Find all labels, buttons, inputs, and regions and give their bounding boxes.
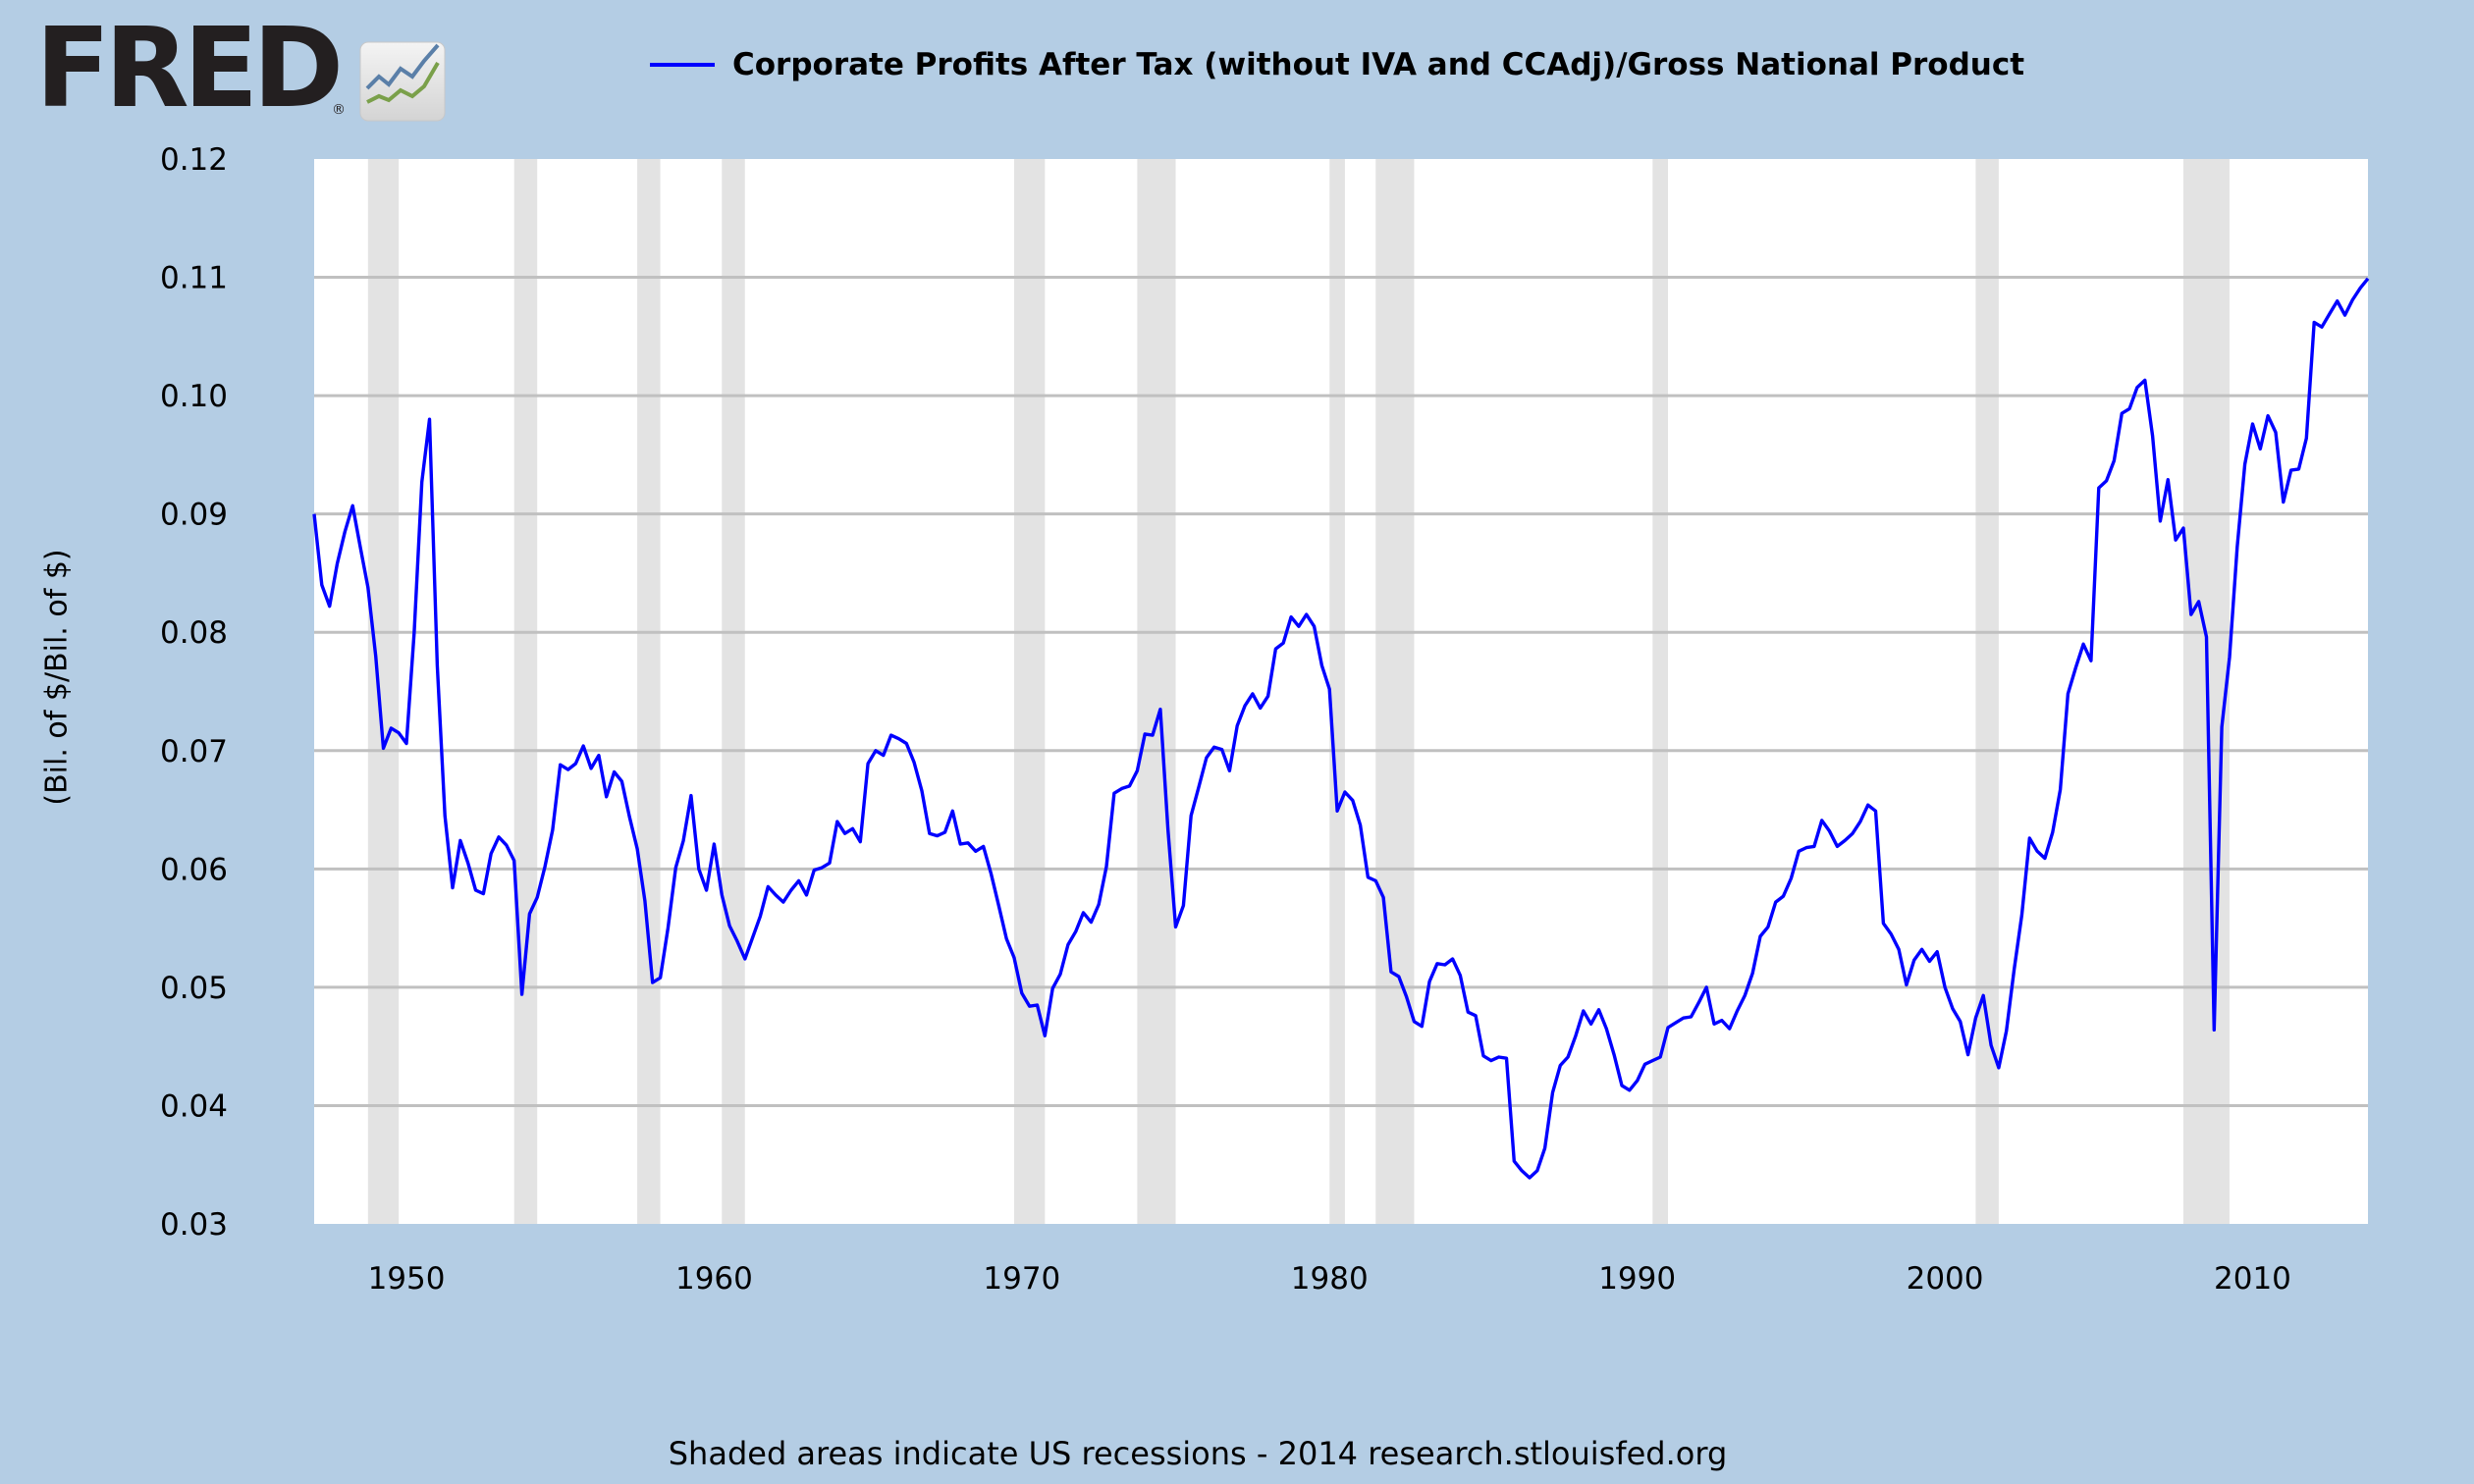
recession-band [1014,159,1046,1224]
recession-band [1329,159,1345,1224]
recession-band [1137,159,1176,1224]
x-tick-label: 1990 [1598,1261,1676,1297]
x-tick-label: 1950 [368,1261,446,1297]
recession-band [722,159,745,1224]
recession-band [637,159,661,1224]
legend-label: Corporate Profits After Tax (without IVA… [732,47,2025,82]
y-tick-label: 0.04 [160,1088,228,1124]
x-tick-label: 1960 [675,1261,753,1297]
recession-band [513,159,538,1224]
fred-logo-text: FRED [35,5,344,132]
y-tick-label: 0.03 [160,1207,228,1243]
x-axis-ticks: 1950 1960 1970 1980 1990 2000 2010 [368,1261,2291,1297]
x-tick-label: 2010 [2214,1261,2291,1297]
series-line [312,277,2370,1180]
fred-logo: FRED ® [35,14,457,135]
registered-mark: ® [332,102,346,118]
x-tick-label: 2000 [1907,1261,1984,1297]
legend-swatch [650,63,715,67]
recession-band [1975,159,1999,1224]
y-tick-label: 0.11 [160,261,228,296]
y-tick-label: 0.06 [160,852,228,887]
recession-note: Shaded areas indicate US recessions - 20… [668,1435,1728,1472]
y-axis-title: (Bil. of $/Bil. of $) [39,549,75,806]
y-tick-label: 0.05 [160,971,228,1006]
recession-band [1652,159,1668,1224]
recession-band [1375,159,1415,1224]
recession-bands [367,159,2230,1224]
y-tick-label: 0.09 [160,498,228,533]
y-tick-label: 0.07 [160,734,228,769]
chart-legend: Corporate Profits After Tax (without IVA… [650,47,2024,82]
x-tick-label: 1980 [1291,1261,1369,1297]
y-tick-label: 0.10 [160,379,228,414]
recession-band [367,159,400,1224]
fred-chart-icon [359,41,446,122]
x-tick-label: 1970 [983,1261,1060,1297]
y-tick-label: 0.08 [160,615,228,651]
series-lines [312,277,2370,1180]
y-axis-ticks: 0.12 0.11 0.10 0.09 0.08 0.07 0.06 0.05 0.04 0.03 [160,142,228,1243]
y-tick-label: 0.12 [160,142,228,178]
